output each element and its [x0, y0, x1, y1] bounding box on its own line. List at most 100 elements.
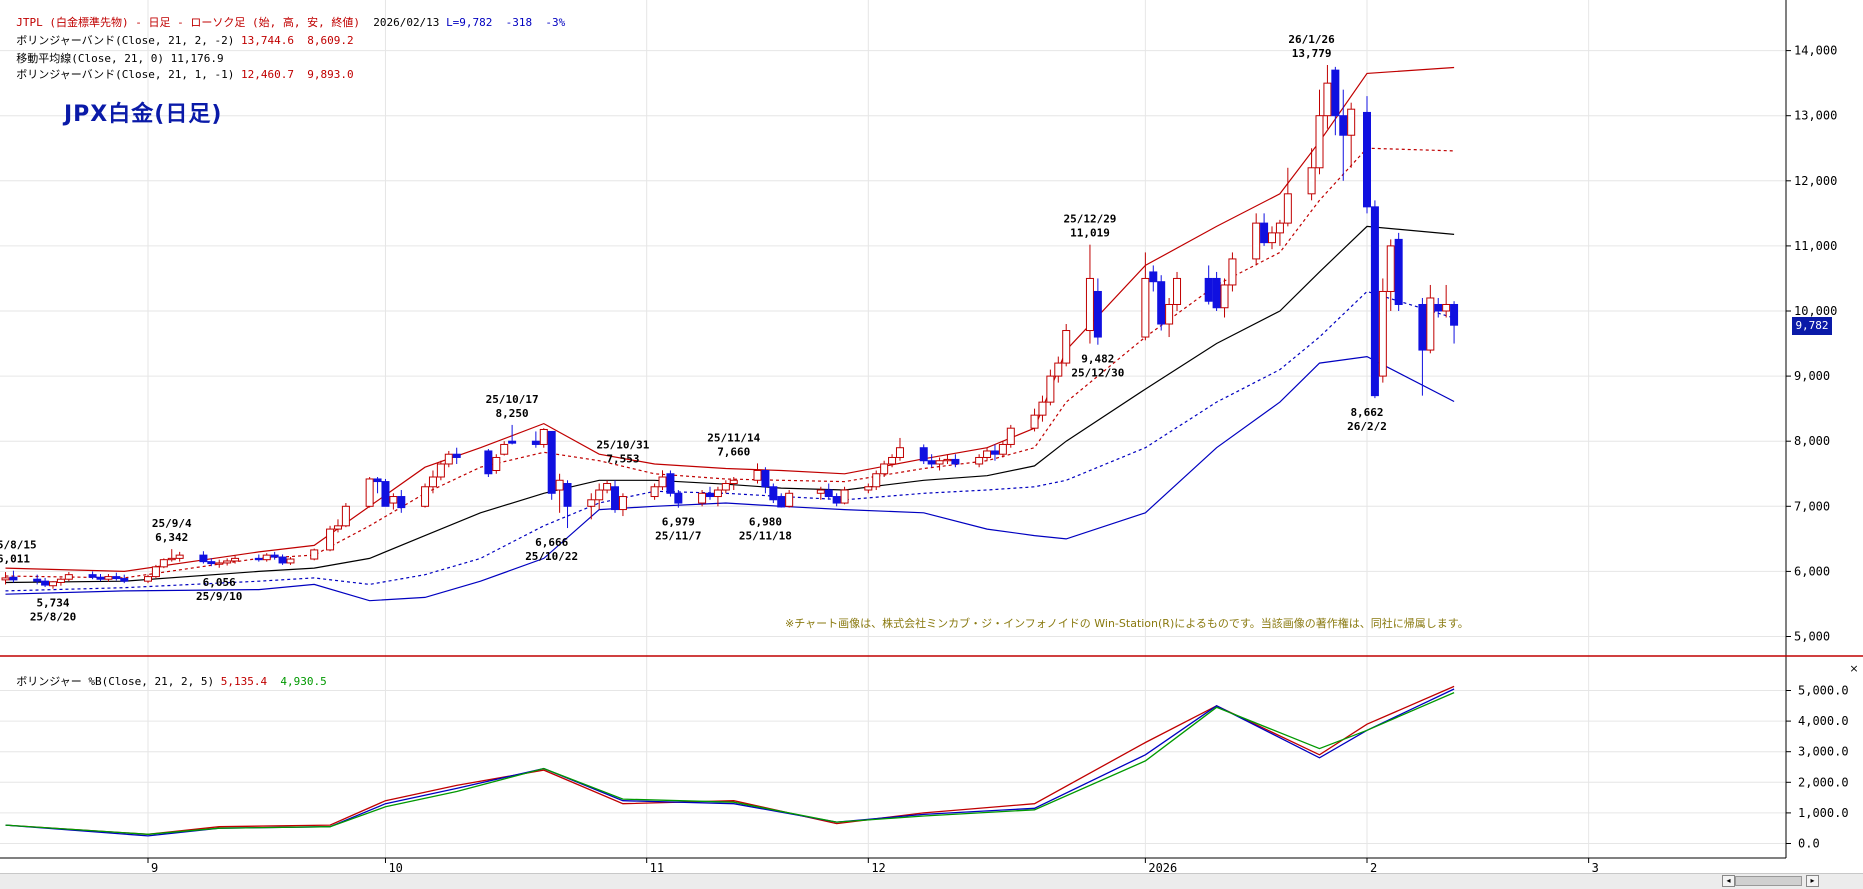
- annotation-date: 25/10/17: [486, 393, 539, 406]
- candle-up: [1283, 193, 1292, 224]
- candle-up: [1323, 82, 1332, 117]
- candle-up: [1442, 303, 1451, 312]
- header-line-4: ボリンジャーバンド(Close, 21, 1, -1) 12,460.7 9,8…: [3, 54, 354, 82]
- candle-up: [935, 460, 944, 465]
- header-last: L=9,782: [446, 16, 493, 29]
- candle-down: [832, 496, 841, 504]
- y-tick-label: 11,000: [1794, 239, 1837, 253]
- y-tick-label: 6,000: [1794, 564, 1830, 578]
- candle-up: [444, 453, 453, 465]
- candle-up: [326, 528, 335, 551]
- candle-up: [310, 549, 319, 560]
- candle-up: [880, 463, 889, 475]
- candle-up: [389, 496, 398, 504]
- candle-down: [41, 580, 50, 586]
- candle-up: [144, 576, 152, 582]
- candle-up: [1228, 258, 1237, 286]
- candles-group: [1, 64, 1459, 589]
- y-tick-label: 13,000: [1794, 109, 1837, 123]
- candle-up: [1378, 290, 1387, 377]
- x-tick-label: 12: [871, 861, 885, 875]
- y-tick-label: 12,000: [1794, 174, 1837, 188]
- candle-down: [88, 574, 97, 578]
- header-line-1: JTPL (白金標準先物) - 日足 - ローソク足 (始, 高, 安, 終値)…: [3, 2, 565, 30]
- sub-y-tick-label: 3,000.0: [1798, 745, 1849, 759]
- candle-up: [1252, 222, 1261, 260]
- candle-down: [990, 450, 999, 455]
- scroll-right-icon[interactable]: ▸: [1806, 875, 1819, 887]
- percent-b-label: ボリンジャー %B(Close, 21, 2, 5): [16, 675, 215, 688]
- candle-up: [1006, 427, 1015, 445]
- scroll-left-icon[interactable]: ◂: [1722, 875, 1735, 887]
- candle-up: [888, 456, 897, 465]
- sub-y-tick-label: 5,000.0: [1798, 684, 1849, 698]
- bb1-values: 12,460.7 9,893.0: [240, 68, 354, 81]
- candle-up: [840, 489, 849, 504]
- candle-up: [223, 560, 232, 564]
- candle-down: [674, 492, 683, 504]
- x-tick-label: 2: [1370, 861, 1377, 875]
- candle-down: [199, 554, 208, 563]
- candle-up: [713, 489, 722, 498]
- copyright-notice: ※チャート画像は、株式会社ミンカブ・ジ・インフォノイドの Win-Station…: [785, 617, 1469, 630]
- candle-down: [1394, 238, 1403, 305]
- scrollbar-thumb[interactable]: [1735, 876, 1802, 886]
- candle-down: [397, 496, 406, 509]
- percent-b-series-1: [5, 685, 1455, 835]
- candle-down: [1260, 222, 1269, 244]
- candle-up: [159, 559, 168, 568]
- candle-up: [1165, 303, 1174, 325]
- candle-up: [539, 428, 548, 445]
- annotation-value: 6,666: [535, 536, 568, 549]
- header-line-2: ボリンジャーバンド(Close, 21, 2, -2) 13,744.6 8,6…: [3, 20, 353, 48]
- candle-down: [769, 486, 778, 501]
- candle-up: [1054, 362, 1063, 377]
- annotation-date: 25/11/18: [739, 530, 792, 543]
- candle-up: [785, 492, 794, 507]
- x-tick-label: 2026: [1148, 861, 1177, 875]
- annotation-value: 8,662: [1350, 406, 1383, 419]
- sub-y-tick-label: 2,000.0: [1798, 775, 1849, 789]
- candle-down: [381, 481, 390, 507]
- candle-up: [500, 443, 509, 455]
- x-tick-label: 10: [388, 861, 402, 875]
- candle-up: [64, 574, 73, 580]
- candle-down: [96, 576, 105, 580]
- candle-down: [1434, 303, 1443, 312]
- candle-up: [983, 450, 992, 458]
- candle-up: [650, 486, 659, 498]
- annotation-value: 6,980: [749, 516, 782, 529]
- bb-upper-1-line: [5, 147, 1455, 579]
- annotation-value: 7,660: [717, 445, 750, 458]
- candle-down: [611, 486, 620, 511]
- candle-down: [484, 450, 493, 475]
- candle-down: [452, 453, 461, 458]
- candle-up: [151, 566, 160, 578]
- percent-b-value-1: 5,135.4: [220, 675, 268, 688]
- annotation-date: 26/1/26: [1288, 33, 1335, 46]
- sub-y-tick-label: 0.0: [1798, 837, 1820, 851]
- annotation-date: 25/10/22: [525, 550, 578, 563]
- candle-up: [816, 489, 825, 494]
- sub-y-tick-label: 1,000.0: [1798, 806, 1849, 820]
- candle-up: [1220, 284, 1229, 309]
- candle-up: [603, 483, 612, 491]
- annotation-date: 25/12/30: [1071, 367, 1124, 380]
- candle-down: [547, 430, 556, 494]
- candle-down: [254, 557, 263, 561]
- candle-up: [1426, 297, 1435, 351]
- percent-b-series-2: [5, 688, 1455, 837]
- percent-b-series-3: [5, 692, 1455, 835]
- candle-down: [1204, 277, 1213, 302]
- candle-up: [1268, 232, 1277, 244]
- candle-up: [1386, 245, 1395, 292]
- candle-up: [492, 456, 501, 471]
- candle-up: [333, 525, 342, 530]
- candle-up: [1062, 330, 1071, 364]
- candle-down: [278, 556, 287, 564]
- candle-down: [1149, 271, 1158, 283]
- candle-up: [943, 458, 952, 462]
- y-tick-label: 8,000: [1794, 434, 1830, 448]
- close-icon[interactable]: ×: [1849, 662, 1859, 675]
- horizontal-scrollbar[interactable]: [0, 873, 1863, 889]
